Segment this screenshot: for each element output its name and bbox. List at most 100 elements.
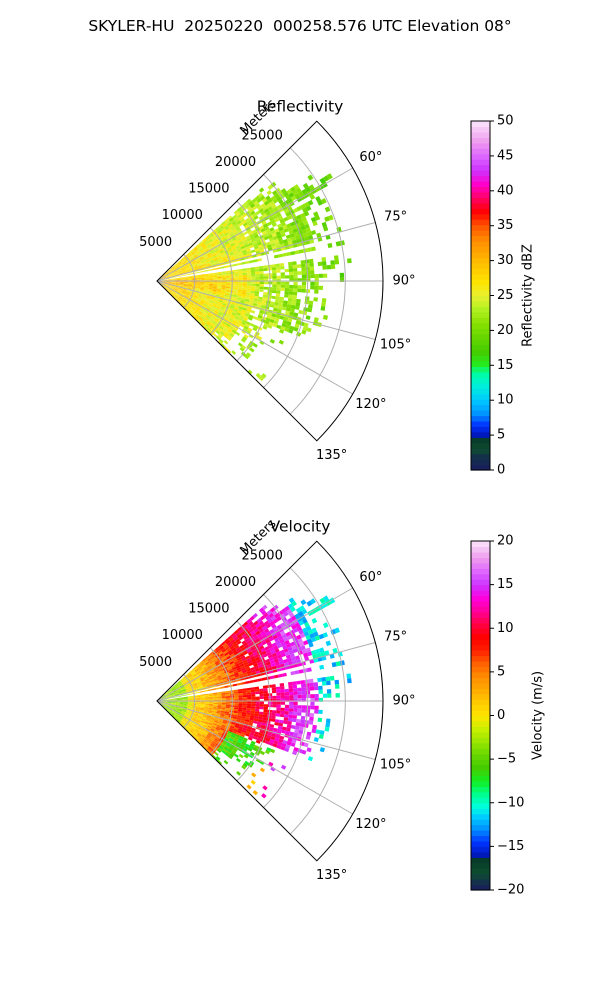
range-gate: [249, 743, 255, 748]
range-gate: [223, 340, 229, 345]
range-gate: [250, 310, 256, 314]
range-gate: [248, 620, 254, 626]
angle-tick-label: 105°: [380, 337, 411, 352]
range-gate: [307, 756, 314, 762]
range-gate: [203, 744, 208, 749]
range-gate: [272, 214, 278, 220]
range-gate: [165, 274, 170, 277]
range-gate: [209, 249, 215, 253]
range-gate: [217, 301, 223, 305]
range-gate: [177, 289, 182, 292]
range-gate: [279, 713, 285, 718]
range-gate: [265, 638, 271, 644]
range-gate: [229, 736, 235, 740]
range-gate: [220, 253, 226, 257]
range-gate: [234, 674, 240, 678]
range-gate: [243, 737, 248, 742]
range-gate: [165, 274, 170, 277]
range-gate: [170, 273, 174, 276]
range-gate: [274, 241, 280, 246]
range-gate: [280, 701, 286, 705]
range-gate: [185, 712, 190, 715]
range-gate: [283, 199, 290, 206]
range-gate: [253, 635, 259, 640]
range-gate: [232, 294, 238, 298]
range-gate: [289, 704, 294, 709]
range-gate: [211, 656, 217, 661]
range-gate: [179, 714, 184, 718]
range-gate: [188, 699, 193, 701]
range-gate: [246, 352, 252, 358]
range-gate: [294, 725, 300, 730]
colorbar-segment: [471, 137, 490, 144]
range-gate: [248, 242, 254, 247]
range-gate: [335, 661, 341, 667]
range-gate: [241, 291, 247, 295]
range-gate: [179, 702, 184, 704]
range-gate: [196, 739, 201, 744]
range-gate: [162, 702, 167, 705]
range-gate: [166, 695, 170, 697]
range-gate: [246, 694, 252, 698]
colorbar-segment: [471, 846, 490, 853]
range-gate: [228, 643, 234, 648]
range-gate: [219, 309, 224, 313]
colorbar-segment: [471, 862, 490, 869]
range-gate: [239, 315, 244, 320]
range-gate: [244, 299, 250, 303]
range-gate: [283, 611, 289, 617]
range-gate: [248, 662, 254, 667]
range-gate: [204, 669, 210, 673]
range-gate: [200, 282, 205, 284]
range-gate: [311, 246, 316, 252]
range-gate: [183, 285, 188, 287]
range-gate: [175, 282, 180, 284]
range-gate: [227, 310, 233, 315]
range-gate: [161, 284, 165, 288]
range-gate: [184, 715, 189, 718]
range-gate: [304, 656, 310, 661]
range-gate: [205, 299, 210, 303]
range-gate: [187, 705, 192, 708]
range-gate: [199, 722, 204, 726]
range-gate: [292, 688, 298, 692]
range-gate: [241, 344, 247, 350]
range-gate: [255, 630, 261, 636]
range-gate: [296, 658, 301, 664]
range-gate: [199, 721, 205, 725]
range-gate: [162, 703, 167, 705]
range-gate: [293, 747, 299, 752]
range-gate: [266, 664, 272, 669]
range-gate: [194, 729, 199, 734]
range-gate: [229, 661, 234, 665]
range-gate: [207, 657, 212, 662]
range-gate: [161, 284, 165, 288]
range-gate: [219, 745, 224, 750]
range-gate: [177, 298, 181, 302]
range-gate: [199, 730, 204, 734]
colorbar-segment: [471, 851, 490, 858]
range-gate: [228, 327, 233, 332]
range-gate: [209, 233, 214, 238]
range-gate: [246, 229, 252, 234]
range-gate: [222, 258, 228, 262]
range-gate: [235, 631, 241, 637]
range-gate: [212, 675, 217, 679]
range-gate: [196, 306, 201, 311]
range-gate: [181, 719, 186, 723]
range-gate: [246, 708, 251, 711]
range-gate: [217, 693, 222, 696]
range-gate: [181, 678, 185, 683]
range-gate: [204, 704, 209, 707]
range-gate: [251, 238, 257, 243]
range-gate: [198, 685, 203, 688]
range-gate: [308, 642, 314, 648]
range-gate: [220, 712, 225, 715]
range-gate: [210, 735, 216, 740]
range-gate: [162, 699, 167, 701]
range-gate: [292, 207, 299, 213]
range-gate: [208, 710, 213, 713]
range-gate: [244, 637, 250, 643]
range-gate: [250, 779, 256, 785]
range-gate: [172, 711, 176, 715]
